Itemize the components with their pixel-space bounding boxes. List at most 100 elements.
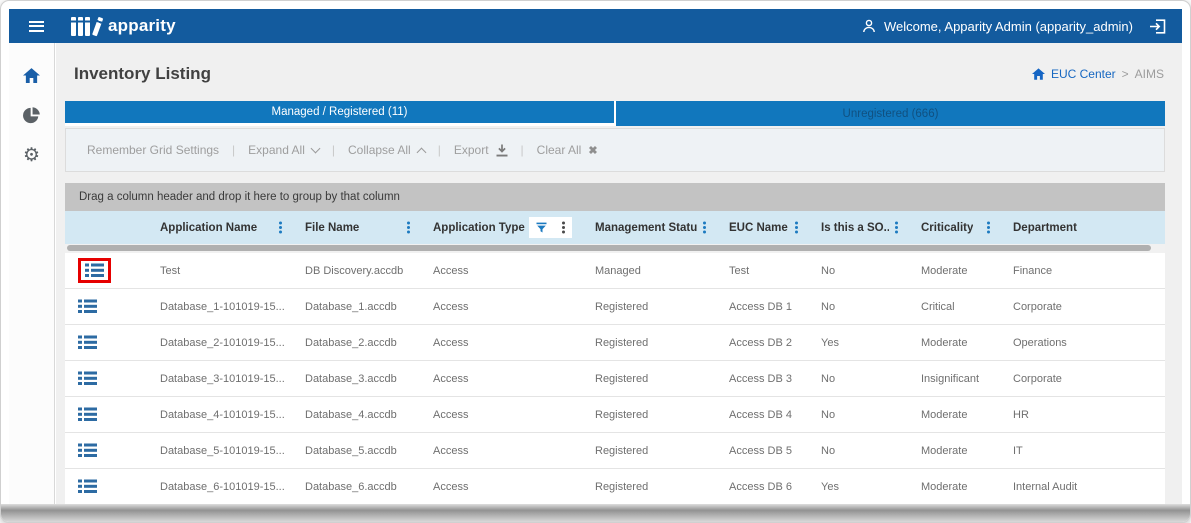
row-actions-cell — [65, 289, 147, 324]
column-header-row-actions — [65, 211, 147, 244]
active-filter-indicator — [529, 217, 572, 238]
tab-bar: Managed / Registered (11) Unregistered (… — [65, 101, 1165, 126]
cell-is-this-a-sox: No — [821, 444, 836, 457]
cell-department: Corporate — [1013, 300, 1062, 313]
kebab-menu-icon[interactable] — [987, 226, 990, 229]
download-icon — [496, 144, 508, 156]
sidebar-item-home[interactable] — [9, 55, 54, 95]
kebab-menu-icon[interactable] — [562, 226, 565, 229]
expand-all-button[interactable]: Expand All — [248, 143, 321, 157]
cell-file-name: Database_5.accdb — [305, 444, 397, 457]
chevron-down-icon — [310, 143, 321, 153]
cell-department: Corporate — [1013, 372, 1062, 385]
cell-is-this-a-sox: Yes — [821, 480, 839, 493]
kebab-menu-icon[interactable] — [795, 226, 798, 229]
table-row[interactable]: Database_3-101019-15... Database_3.accdb… — [65, 361, 1165, 397]
home-icon — [23, 67, 40, 83]
details-list-icon — [78, 407, 97, 421]
column-header-file-name[interactable]: File Name — [292, 211, 420, 244]
pie-chart-icon — [23, 106, 40, 123]
breadcrumb: EUC Center > AIMS — [1031, 67, 1164, 81]
sidebar-item-settings[interactable]: ⚙ — [9, 135, 54, 175]
horizontal-scrollbar — [65, 244, 1165, 253]
horizontal-scrollbar-thumb[interactable] — [67, 245, 1151, 251]
row-actions-cell — [65, 433, 147, 468]
row-actions-cell — [65, 397, 147, 432]
sidebar-item-dashboards[interactable] — [9, 95, 54, 135]
table-row[interactable]: Test DB Discovery.accdb Access Managed T… — [65, 253, 1165, 289]
filter-icon[interactable] — [536, 222, 547, 233]
cell-management-status: Registered — [595, 408, 649, 421]
cell-department: IT — [1013, 444, 1023, 457]
column-header-application-name[interactable]: Application Name — [147, 211, 292, 244]
row-actions-cell — [65, 469, 147, 504]
cell-management-status: Registered — [595, 336, 649, 349]
left-nav-sidebar: ⚙ — [9, 43, 55, 504]
column-header-criticality[interactable]: Criticality — [908, 211, 1000, 244]
breadcrumb-separator: > — [1121, 67, 1129, 81]
export-button[interactable]: Export — [454, 143, 508, 157]
table-row[interactable]: Database_5-101019-15... Database_5.accdb… — [65, 433, 1165, 469]
brand: apparity — [71, 16, 176, 37]
cell-management-status: Registered — [595, 372, 649, 385]
column-header-application-type[interactable]: Application Type — [420, 211, 582, 244]
column-header-management-status[interactable]: Management Status — [582, 211, 716, 244]
row-details-button[interactable] — [78, 335, 97, 350]
tab-unregistered[interactable]: Unregistered (666) — [614, 101, 1165, 126]
table-row[interactable]: Database_6-101019-15... Database_6.accdb… — [65, 469, 1165, 504]
person-icon — [863, 19, 875, 33]
cell-criticality: Insignificant — [921, 372, 980, 385]
hamburger-menu-icon[interactable] — [29, 20, 44, 32]
sign-out-icon[interactable] — [1149, 18, 1166, 34]
cell-application-name: Database_2-101019-15... — [160, 336, 285, 349]
cell-euc-name: Access DB 2 — [729, 336, 792, 349]
cell-criticality: Moderate — [921, 264, 968, 277]
group-by-drop-zone[interactable]: Drag a column header and drop it here to… — [65, 183, 1165, 211]
grid-toolbar: Remember Grid Settings | Expand All | Co… — [65, 128, 1165, 172]
cell-is-this-a-sox: No — [821, 264, 836, 277]
chevron-up-icon — [416, 147, 427, 157]
row-details-button[interactable] — [78, 299, 97, 314]
column-header-department[interactable]: Department — [1013, 221, 1077, 234]
details-list-icon — [85, 263, 104, 277]
grid-header-row: Application Name File Name Application T… — [65, 211, 1165, 244]
row-details-button[interactable] — [78, 479, 97, 494]
row-details-button[interactable] — [78, 258, 111, 283]
kebab-menu-icon[interactable] — [407, 226, 410, 229]
table-row[interactable]: Database_1-101019-15... Database_1.accdb… — [65, 289, 1165, 325]
cell-euc-name: Access DB 4 — [729, 408, 792, 421]
cell-application-type: Access — [433, 300, 469, 313]
kebab-menu-icon[interactable] — [895, 226, 898, 229]
cell-application-name: Test — [160, 264, 181, 277]
column-header-is-this-a-sox[interactable]: Is this a SO... — [808, 211, 908, 244]
remember-grid-settings-button[interactable]: Remember Grid Settings — [87, 143, 220, 157]
cell-criticality: Moderate — [921, 444, 968, 457]
row-details-button[interactable] — [78, 443, 97, 458]
user-area: Welcome, Apparity Admin (apparity_admin) — [862, 19, 1182, 34]
cell-file-name: DB Discovery.accdb — [305, 264, 404, 277]
breadcrumb-link-euc-center[interactable]: EUC Center — [1050, 67, 1116, 81]
welcome-text: Welcome, Apparity Admin (apparity_admin) — [883, 18, 1133, 34]
cell-department: Operations — [1013, 336, 1067, 349]
gear-icon: ⚙ — [22, 144, 41, 166]
window-bottom-edge — [1, 504, 1190, 522]
kebab-menu-icon[interactable] — [279, 226, 282, 229]
details-list-icon — [78, 479, 97, 493]
cell-application-type: Access — [433, 480, 469, 493]
clear-all-button[interactable]: Clear All ✖ — [536, 143, 598, 157]
cell-application-name: Database_5-101019-15... — [160, 444, 285, 457]
table-row[interactable]: Database_2-101019-15... Database_2.accdb… — [65, 325, 1165, 361]
home-icon[interactable] — [1031, 68, 1045, 80]
row-details-button[interactable] — [78, 371, 97, 386]
kebab-menu-icon[interactable] — [703, 226, 706, 229]
collapse-all-button[interactable]: Collapse All — [348, 143, 427, 157]
cell-application-type: Access — [433, 264, 469, 277]
table-row[interactable]: Database_4-101019-15... Database_4.accdb… — [65, 397, 1165, 433]
column-header-euc-name[interactable]: EUC Name — [716, 211, 808, 244]
details-list-icon — [78, 299, 97, 313]
tab-managed-registered[interactable]: Managed / Registered (11) — [65, 101, 614, 126]
row-details-button[interactable] — [78, 407, 97, 422]
cell-euc-name: Access DB 1 — [729, 300, 792, 313]
apparity-logo-icon — [71, 16, 104, 37]
